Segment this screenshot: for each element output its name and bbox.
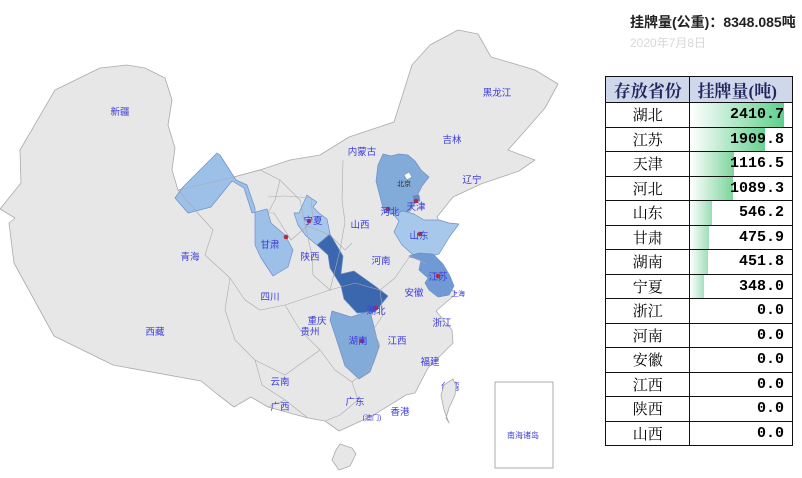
svg-text:重庆: 重庆 (307, 315, 327, 327)
svg-text:广东: 广东 (345, 396, 364, 408)
svg-text:南海诸岛: 南海诸岛 (507, 430, 539, 440)
svg-text:辽宁: 辽宁 (462, 174, 481, 186)
svg-text:西藏: 西藏 (145, 326, 165, 338)
svg-text:天津: 天津 (406, 202, 426, 213)
svg-text:内蒙古: 内蒙古 (348, 146, 377, 158)
svg-text:浙江: 浙江 (432, 317, 452, 329)
svg-text:江西: 江西 (387, 336, 406, 347)
svg-text:广西: 广西 (270, 401, 289, 413)
svg-text:吉林: 吉林 (442, 134, 462, 146)
svg-text:贵州: 贵州 (300, 326, 319, 338)
svg-text:青海: 青海 (180, 251, 200, 263)
svg-text:黑龙江: 黑龙江 (483, 87, 512, 99)
svg-text:山东: 山东 (409, 230, 428, 242)
svg-text:陕西: 陕西 (300, 251, 319, 263)
svg-text:宁夏: 宁夏 (303, 215, 323, 227)
svg-text:江苏: 江苏 (428, 271, 448, 283)
svg-text:北京: 北京 (397, 179, 411, 188)
svg-text:新疆: 新疆 (110, 106, 130, 118)
svg-text:山西: 山西 (350, 220, 369, 231)
svg-text:甘肃: 甘肃 (260, 239, 279, 251)
svg-text:河北: 河北 (380, 206, 400, 218)
svg-text:湖南: 湖南 (348, 335, 367, 347)
svg-text:四川: 四川 (260, 292, 279, 303)
svg-text:上海: 上海 (451, 289, 465, 298)
svg-text:湖北: 湖北 (366, 306, 386, 317)
svg-text:福建: 福建 (420, 356, 440, 368)
svg-text:(澳门): (澳门) (363, 413, 382, 422)
svg-text:河南: 河南 (371, 255, 390, 267)
svg-text:香港: 香港 (390, 406, 410, 418)
svg-text:安徽: 安徽 (404, 287, 424, 299)
svg-text:云南: 云南 (270, 376, 289, 388)
